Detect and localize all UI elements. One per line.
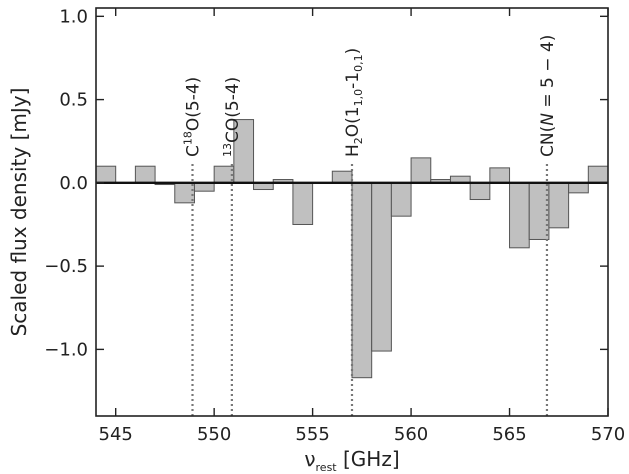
y-tick-label: −1.0 — [44, 339, 88, 360]
line-marker-label: H2O(11,0-10,1) — [343, 48, 365, 157]
x-tick-label: 545 — [99, 424, 133, 445]
plot-frame — [95, 7, 609, 417]
histogram-bars — [95, 119, 609, 379]
x-tick-label: 560 — [394, 424, 428, 445]
y-tick-label: 1.0 — [59, 6, 88, 27]
line-marker-label-part: 2 — [352, 137, 365, 144]
line-marker-label: C18O(5-4) — [181, 77, 203, 157]
histogram-bar — [134, 165, 156, 184]
histogram-bar — [410, 157, 432, 184]
histogram-bar — [390, 182, 412, 217]
line-marker-label: 13CO(5-4) — [221, 77, 243, 157]
line-markers: C18O(5-4)13CO(5-4)H2O(11,0-10,1)CN(N = 5… — [181, 35, 558, 416]
x-axis-label-symbol: ν — [304, 447, 315, 471]
x-axis-label-subscript: rest — [316, 461, 338, 474]
histogram-bar — [95, 165, 117, 184]
y-axis-label: Scaled flux density [mJy] — [7, 88, 31, 337]
histogram-bar — [469, 182, 491, 201]
histogram-bar — [587, 165, 609, 184]
x-tick-label: 570 — [591, 424, 625, 445]
x-axis-label-unit: [GHz] — [337, 447, 400, 471]
histogram-bar — [351, 182, 373, 379]
line-marker-label-part: 1,0 — [352, 89, 365, 107]
line-marker-label-part: C — [183, 145, 203, 157]
line-marker-label-part: CN( — [538, 126, 558, 157]
line-marker-label: CN(N = 5 − 4) — [538, 35, 558, 157]
histogram-bar — [489, 167, 511, 184]
y-tick-label: −0.5 — [44, 256, 88, 277]
line-marker-label-part: -1 — [343, 72, 363, 89]
line-marker-label-part: 18 — [181, 131, 194, 145]
histogram-bar — [193, 182, 215, 192]
line-marker-label-part: 13 — [221, 143, 234, 157]
x-axis-label: νrest [GHz] — [304, 447, 399, 474]
x-tick-label: 565 — [492, 424, 526, 445]
line-marker-label-part: N — [538, 113, 558, 126]
histogram-bar — [509, 182, 530, 249]
histogram-bar — [568, 182, 589, 194]
y-tick-label: 0.0 — [59, 173, 88, 194]
histogram-bar — [292, 182, 314, 225]
histogram-bar — [371, 182, 392, 352]
axis-ticks: 545 550 555 560 565 570 −1.0 −0.5 0.0 0.5 1.0 — [44, 6, 625, 445]
histogram-bar — [548, 182, 570, 229]
y-tick-label: 0.5 — [59, 90, 88, 111]
histogram-bar — [331, 170, 353, 184]
line-marker-label-part: O(1 — [343, 106, 363, 137]
line-marker-label-part: = 5 − 4) — [538, 35, 558, 113]
x-tick-label: 555 — [295, 424, 329, 445]
line-marker-label-part: 0,1 — [352, 54, 365, 72]
line-marker-label-part: O(5-4) — [183, 77, 203, 131]
line-marker-label-part: CO(5-4) — [223, 77, 243, 143]
x-tick-label: 550 — [197, 424, 231, 445]
line-marker-label-part: ) — [343, 48, 363, 55]
line-marker-label-part: H — [343, 144, 363, 157]
